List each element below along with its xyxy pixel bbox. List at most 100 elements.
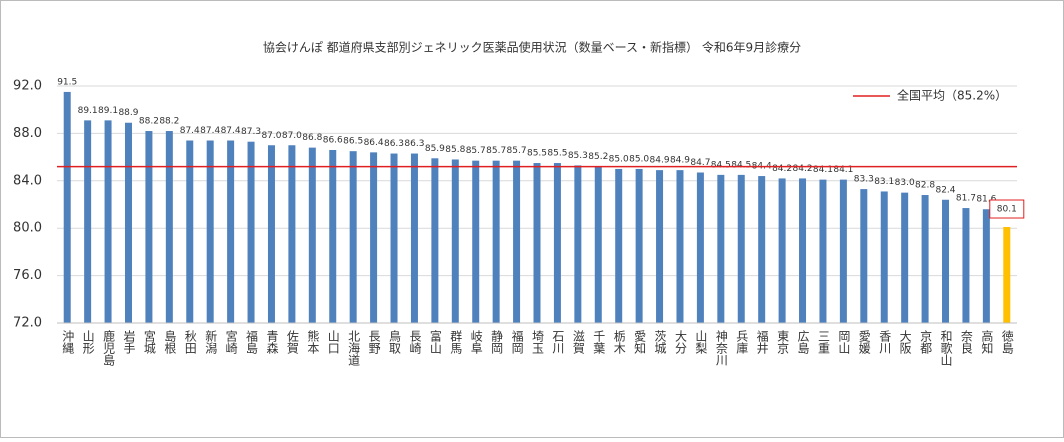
x-tick-label: 山口: [326, 330, 340, 354]
x-tick-label: 島根: [163, 329, 177, 354]
y-tick-label: 72.0: [13, 316, 42, 331]
value-label: 84.5: [711, 160, 731, 170]
x-tick-label: 宮崎: [224, 329, 238, 354]
x-tick-label: 山形: [81, 330, 95, 355]
bar: [553, 163, 561, 323]
x-tick-label: 茨城: [653, 330, 667, 355]
value-label: 85.3: [568, 151, 588, 161]
bar: [778, 178, 786, 323]
value-label: 87.0: [261, 131, 281, 141]
bar: [594, 166, 602, 323]
value-label: 85.7: [507, 146, 527, 156]
value-label: 83.0: [895, 178, 915, 188]
x-tick-label: 大分: [673, 330, 687, 355]
x-tick-label: 京都: [919, 330, 933, 354]
bar: [656, 170, 664, 323]
value-label: 87.3: [241, 127, 261, 137]
x-tick-label: 富山: [428, 329, 442, 354]
bar: [574, 165, 582, 323]
value-label: 86.4: [364, 138, 384, 148]
value-label: 91.5: [57, 77, 77, 87]
value-label: 84.2: [793, 164, 813, 174]
value-label: 85.8: [445, 145, 465, 155]
bar: [288, 145, 296, 323]
y-tick-label: 92.0: [13, 79, 42, 94]
bar: [84, 120, 92, 324]
bar: [860, 189, 868, 323]
x-tick-label: 新潟: [204, 329, 218, 354]
bar: [492, 160, 500, 323]
bar: [431, 158, 439, 323]
bar: [1003, 227, 1011, 323]
value-label: 81.7: [956, 194, 976, 204]
x-tick-label: 愛媛: [857, 330, 871, 355]
value-label: 83.3: [854, 175, 874, 185]
bar: [615, 168, 623, 323]
x-tick-label: 熊本: [306, 329, 320, 355]
bar: [799, 178, 807, 323]
bar: [145, 131, 153, 323]
x-tick-label: 千葉: [592, 330, 606, 354]
x-tick-label: 岡山: [837, 330, 851, 354]
bar: [267, 145, 275, 323]
bar: [349, 151, 357, 323]
x-tick-label: 長崎: [408, 330, 422, 354]
bar: [451, 159, 459, 323]
bar: [839, 179, 847, 323]
x-tick-label: 大阪: [898, 330, 912, 355]
value-label: 84.2: [772, 164, 792, 174]
bar: [124, 122, 132, 323]
chart-title: 協会けんぽ 都道府県支部別ジェネリック医薬品使用状況（数量ベース・新指標） 令和…: [263, 40, 801, 55]
value-label: 83.1: [874, 177, 894, 187]
value-label: 86.3: [384, 139, 404, 149]
value-label: 85.0: [609, 154, 629, 164]
x-tick-label: 岐阜: [469, 330, 483, 354]
x-tick-label: 福岡: [510, 329, 524, 354]
bar: [472, 160, 480, 323]
bar: [104, 120, 112, 324]
bar: [717, 174, 725, 323]
x-tick-label: 滋賀: [571, 330, 585, 355]
value-label: 84.1: [833, 165, 853, 175]
x-tick-label: 長野: [367, 330, 381, 354]
x-tick-label: 山梨: [694, 330, 708, 354]
x-tick-label: 鳥取: [388, 329, 402, 354]
value-label: 87.4: [200, 126, 220, 136]
bar: [186, 140, 194, 323]
x-tick-label: 静岡: [490, 330, 504, 354]
x-tick-label: 福島: [245, 329, 259, 355]
x-tick-label: 宮城: [142, 329, 156, 355]
bar: [533, 163, 541, 323]
value-label: 86.3: [404, 139, 424, 149]
value-label: 85.9: [425, 144, 445, 154]
value-label: 85.2: [588, 152, 608, 162]
bar: [901, 192, 909, 323]
value-label: 88.2: [139, 117, 159, 127]
x-tick-label: 鹿児島: [102, 329, 116, 367]
bar: [390, 153, 398, 323]
x-tick-label: 和歌山: [939, 330, 953, 366]
bar: [635, 168, 643, 323]
bar: [962, 208, 970, 323]
value-label: 86.6: [323, 135, 343, 145]
x-tick-label: 青森: [265, 330, 279, 354]
bar: [308, 147, 316, 323]
x-tick-label: 徳島: [1000, 329, 1014, 355]
value-label: 88.2: [159, 117, 179, 127]
value-label: 84.5: [731, 160, 751, 170]
x-tick-label: 神奈川: [714, 330, 728, 366]
bar: [737, 174, 745, 323]
value-label: 85.7: [466, 146, 486, 156]
highlight-label-box: [989, 199, 1025, 219]
y-tick-label: 76.0: [13, 268, 42, 283]
bar: [410, 153, 418, 323]
bar: [676, 170, 684, 323]
x-tick-label: 秋田: [183, 330, 197, 354]
x-tick-label: 奈良: [959, 330, 973, 355]
x-tick-label: 群馬: [449, 330, 463, 355]
value-label: 84.7: [690, 158, 710, 168]
bar: [982, 209, 990, 323]
x-tick-label: 沖縄: [61, 330, 75, 354]
x-tick-label: 石川: [551, 330, 565, 354]
y-tick-label: 88.0: [13, 126, 42, 141]
